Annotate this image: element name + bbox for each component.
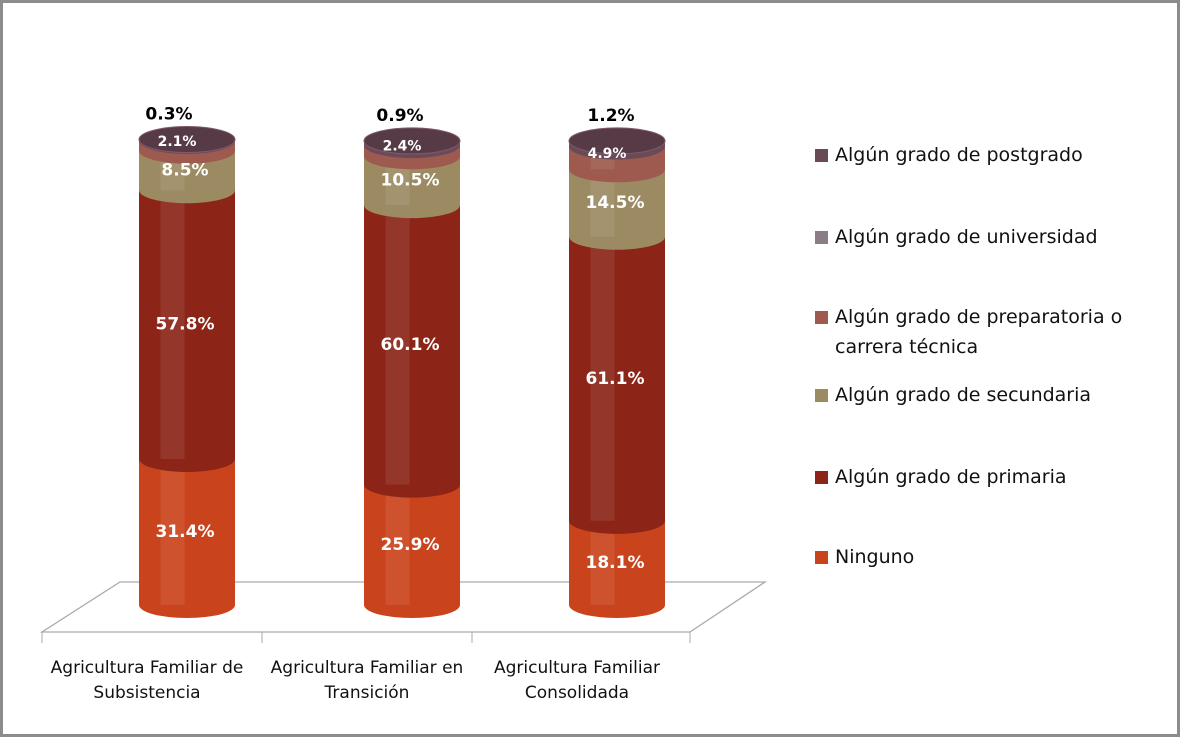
cylinder-top [363,127,461,155]
legend-item: Ninguno [815,542,1175,572]
legend-label: Algún grado de primaria [835,466,1067,488]
value-label: 8.5% [161,160,208,180]
legend-item: Algún grado de preparatoria o carrera té… [815,302,1175,362]
x-tick-label: Agricultura Familiar de Subsistencia [50,658,244,703]
legend-swatch [815,149,828,162]
cylinder-segment [139,458,235,618]
segment-highlight [590,520,615,605]
cylinder-segment [364,205,460,498]
value-label: 1.2% [587,106,634,126]
legend-label: Algún grado de preparatoria o carrera té… [835,306,1123,358]
legend-label: Algún grado de universidad [835,226,1098,248]
value-label: 14.5% [586,193,645,213]
legend-swatch [815,311,828,324]
value-label: 2.4% [383,139,422,155]
value-label: 4.9% [588,146,627,162]
cylinder-segment [139,190,235,472]
cylinder-segment [569,169,665,250]
segment-highlight [385,484,410,605]
cylinder-segment [569,520,665,618]
legend-label: Ninguno [835,546,915,568]
legend-item: Algún grado de secundaria [815,380,1175,410]
value-label: 57.8% [156,315,215,335]
value-label: 10.5% [381,171,440,191]
value-label: 18.1% [586,553,645,573]
x-tick-label: Agricultura Familiar en Transición [270,658,464,703]
legend-swatch [815,551,828,564]
value-label: 61.1% [586,369,645,389]
segment-highlight [160,458,185,605]
legend-item: Algún grado de postgrado [815,140,1175,170]
cylinder-segment [364,484,460,618]
x-tick-label: Agricultura Familiar Consolidada [494,658,660,703]
legend-item: Algún grado de universidad [815,222,1175,252]
cylinder-segment [569,236,665,534]
value-label: 2.1% [158,134,197,150]
value-label: 0.3% [145,105,192,125]
legend-label: Algún grado de secundaria [835,384,1092,406]
value-label: 0.9% [376,106,423,126]
value-label: 31.4% [156,522,215,542]
segment-highlight [160,190,185,459]
cylinder-top [568,127,666,155]
cylinder-segment [139,150,235,204]
cylinder-segment [364,156,460,219]
legend-swatch [815,471,828,484]
segment-highlight [590,236,615,521]
legend-item: Algún grado de primaria [815,462,1175,492]
value-label: 25.9% [381,535,440,555]
cylinder-top [138,126,236,154]
legend-swatch [815,389,828,402]
value-label: 60.1% [381,335,440,355]
segment-highlight [385,205,410,485]
legend-label: Algún grado de postgrado [835,144,1083,166]
legend-swatch [815,231,828,244]
